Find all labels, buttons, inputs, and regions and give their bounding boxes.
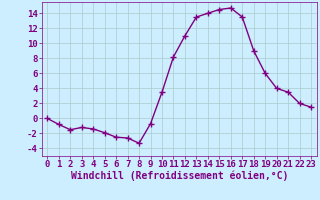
X-axis label: Windchill (Refroidissement éolien,°C): Windchill (Refroidissement éolien,°C) — [70, 171, 288, 181]
